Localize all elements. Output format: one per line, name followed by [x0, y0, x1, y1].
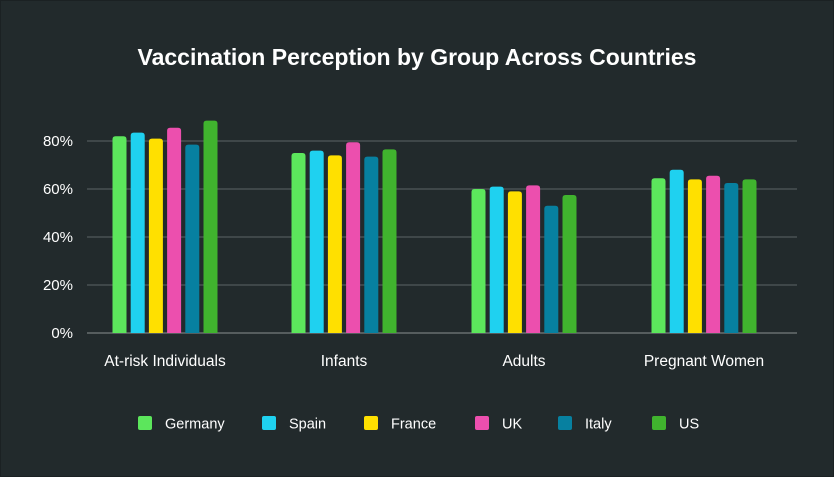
- legend-label-germany: Germany: [165, 417, 225, 433]
- bar-germany-adults: [471, 189, 486, 333]
- bar-france-infants: [327, 155, 342, 333]
- bar-spain-infants: [309, 150, 324, 333]
- bar-italy-adults: [544, 205, 559, 333]
- x-axis-labels: At-risk Individuals Infants Adults Pregnant…: [104, 353, 764, 370]
- legend-label-uk: UK: [502, 417, 522, 433]
- legend-label-us: US: [679, 417, 699, 433]
- x-category-label: Pregnant Women: [644, 353, 764, 370]
- bar-uk-pregnant-women: [706, 175, 721, 333]
- legend-label-spain: Spain: [289, 417, 326, 433]
- bar-italy-at-risk-individuals: [185, 144, 200, 333]
- legend-swatch-france: [364, 416, 378, 430]
- legend: Germany Spain France UK Italy US: [138, 416, 699, 433]
- bar-us-pregnant-women: [742, 179, 757, 333]
- bar-spain-pregnant-women: [669, 169, 684, 333]
- bars: [112, 120, 757, 333]
- legend-label-italy: Italy: [585, 417, 612, 433]
- bar-us-infants: [382, 149, 397, 333]
- bar-germany-at-risk-individuals: [112, 136, 127, 333]
- bar-france-pregnant-women: [687, 179, 702, 333]
- legend-swatch-italy: [558, 416, 572, 430]
- legend-swatch-uk: [475, 416, 489, 430]
- bar-italy-infants: [364, 156, 379, 333]
- bar-italy-pregnant-women: [724, 183, 739, 333]
- bar-us-adults: [562, 195, 577, 333]
- y-tick-label: 40%: [43, 229, 73, 246]
- chart-title: Vaccination Perception by Group Across C…: [138, 44, 697, 70]
- x-category-label: Infants: [321, 353, 368, 370]
- bar-spain-at-risk-individuals: [130, 132, 145, 333]
- legend-label-france: France: [391, 417, 436, 433]
- bar-france-at-risk-individuals: [148, 138, 163, 333]
- legend-swatch-germany: [138, 416, 152, 430]
- bar-spain-adults: [489, 186, 504, 333]
- x-category-label: Adults: [502, 353, 545, 370]
- bar-germany-infants: [291, 153, 306, 333]
- y-tick-label: 60%: [43, 181, 73, 198]
- bar-uk-adults: [526, 185, 541, 333]
- bar-uk-at-risk-individuals: [167, 127, 182, 333]
- legend-swatch-spain: [262, 416, 276, 430]
- bar-uk-infants: [346, 142, 361, 333]
- bar-germany-pregnant-women: [651, 178, 666, 333]
- y-tick-label: 0%: [51, 325, 73, 342]
- y-tick-label: 20%: [43, 277, 73, 294]
- x-category-label: At-risk Individuals: [104, 353, 226, 370]
- bar-france-adults: [507, 191, 522, 333]
- y-axis-ticks: 0% 20% 40% 60% 80%: [43, 133, 73, 342]
- y-tick-label: 80%: [43, 133, 73, 150]
- legend-swatch-us: [652, 416, 666, 430]
- bar-us-at-risk-individuals: [203, 120, 218, 333]
